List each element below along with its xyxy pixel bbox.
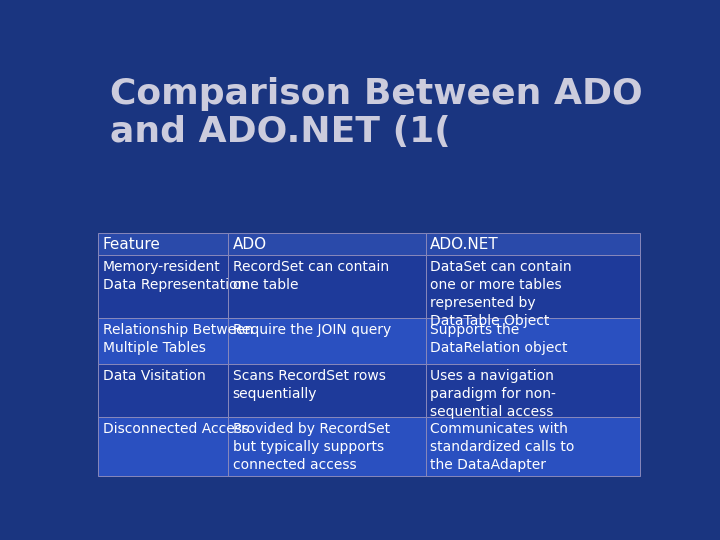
Text: Disconnected Access: Disconnected Access	[103, 422, 249, 436]
Text: Supports the
DataRelation object: Supports the DataRelation object	[431, 323, 568, 355]
Text: Require the JOIN query: Require the JOIN query	[233, 323, 391, 337]
Bar	[426, 255, 639, 318]
Text: RecordSet can contain
one table: RecordSet can contain one table	[233, 260, 389, 292]
Text: Feature: Feature	[103, 237, 161, 252]
Text: Data Visitation: Data Visitation	[103, 369, 206, 383]
Bar	[99, 233, 228, 255]
Text: Communicates with
standardized calls to
the DataAdapter: Communicates with standardized calls to …	[431, 422, 575, 472]
Bar	[99, 255, 228, 318]
Text: ADO: ADO	[233, 237, 267, 252]
Bar	[228, 417, 426, 476]
Bar	[426, 417, 639, 476]
Text: Uses a navigation
paradigm for non-
sequential access: Uses a navigation paradigm for non- sequ…	[431, 369, 556, 419]
Text: Comparison Between ADO
and ADO.NET (1(: Comparison Between ADO and ADO.NET (1(	[109, 77, 642, 150]
Bar	[99, 417, 228, 476]
Bar	[426, 233, 639, 255]
Bar	[99, 318, 228, 364]
Text: ADO.NET: ADO.NET	[431, 237, 499, 252]
Text: Relationship Between
Multiple Tables: Relationship Between Multiple Tables	[103, 323, 253, 355]
Text: Scans RecordSet rows
sequentially: Scans RecordSet rows sequentially	[233, 369, 386, 401]
Text: DataSet can contain
one or more tables
represented by
DataTable Object: DataSet can contain one or more tables r…	[431, 260, 572, 328]
Bar	[228, 233, 426, 255]
Bar	[228, 364, 426, 417]
Bar	[99, 364, 228, 417]
Bar	[228, 318, 426, 364]
Bar	[426, 364, 639, 417]
Bar	[228, 255, 426, 318]
Text: Provided by RecordSet
but typically supports
connected access: Provided by RecordSet but typically supp…	[233, 422, 390, 472]
Bar	[426, 318, 639, 364]
Text: Memory-resident
Data Representation: Memory-resident Data Representation	[103, 260, 246, 292]
